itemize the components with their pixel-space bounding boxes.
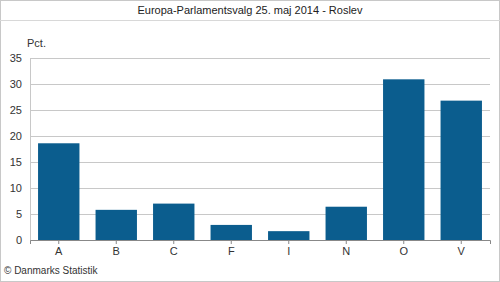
x-tick-label: A xyxy=(55,245,63,257)
x-tick-mark xyxy=(403,240,404,244)
grid xyxy=(30,59,490,241)
y-tick-label: 0 xyxy=(16,234,22,246)
x-tick: C xyxy=(170,240,178,257)
bar xyxy=(153,204,194,240)
y-tick: 0 xyxy=(16,234,30,246)
x-tick-mark xyxy=(116,240,117,244)
bar xyxy=(326,207,367,240)
x-tick-label: V xyxy=(458,245,466,257)
y-tick-label: 30 xyxy=(10,78,22,90)
x-tick-mark xyxy=(288,240,289,244)
y-tick-label: 35 xyxy=(10,52,22,64)
y-axis-line xyxy=(30,59,31,241)
x-tick: O xyxy=(399,240,408,257)
x-tick-label: N xyxy=(342,245,350,257)
x-tick-label: O xyxy=(399,245,408,257)
x-tick-mark xyxy=(231,240,232,244)
grid-line xyxy=(30,58,490,59)
x-tick-mark xyxy=(58,240,59,244)
x-axis: ABCFINOV xyxy=(31,240,491,257)
y-axis: 0 5 10 15 20 25 30 35 xyxy=(10,52,31,246)
x-tick-mark xyxy=(173,240,174,244)
y-tick: 15 xyxy=(10,156,30,168)
y-tick-label: 15 xyxy=(10,156,22,168)
y-tick-label: 5 xyxy=(16,208,22,220)
y-tick: 20 xyxy=(10,130,30,142)
bar xyxy=(268,231,309,240)
title-rule xyxy=(0,20,500,21)
x-tick: V xyxy=(458,240,466,257)
bar xyxy=(441,101,482,240)
frame xyxy=(1,1,500,282)
bar xyxy=(211,225,252,240)
y-tick: 35 xyxy=(10,52,30,64)
title: Europa-Parlamentsvalg 25. maj 2014 - Ros… xyxy=(137,4,363,16)
chart: Europa-Parlamentsvalg 25. maj 2014 - Ros… xyxy=(0,0,500,282)
x-tick-mark xyxy=(346,240,347,244)
source-note: © Danmarks Statistik xyxy=(4,265,99,276)
y-axis-label: Pct. xyxy=(27,37,46,49)
x-tick-label: C xyxy=(170,245,178,257)
x-tick: A xyxy=(55,240,63,257)
x-tick-label: F xyxy=(228,245,235,257)
y-tick: 5 xyxy=(16,208,30,220)
y-tick: 25 xyxy=(10,104,30,116)
x-axis-line xyxy=(31,241,491,245)
x-tick: N xyxy=(342,240,350,257)
x-tick-label: I xyxy=(287,245,290,257)
x-tick-label: B xyxy=(113,245,120,257)
bar xyxy=(383,79,424,240)
bar xyxy=(96,210,137,240)
y-tick-label: 20 xyxy=(10,130,22,142)
x-tick: I xyxy=(287,240,290,257)
x-tick-mark xyxy=(461,240,462,244)
x-tick: F xyxy=(228,240,235,257)
y-tick: 10 xyxy=(10,182,30,194)
y-tick-label: 25 xyxy=(10,104,22,116)
bars xyxy=(38,79,482,240)
y-tick: 30 xyxy=(10,78,30,90)
x-tick: B xyxy=(113,240,120,257)
y-tick-label: 10 xyxy=(10,182,22,194)
bar xyxy=(38,143,79,240)
